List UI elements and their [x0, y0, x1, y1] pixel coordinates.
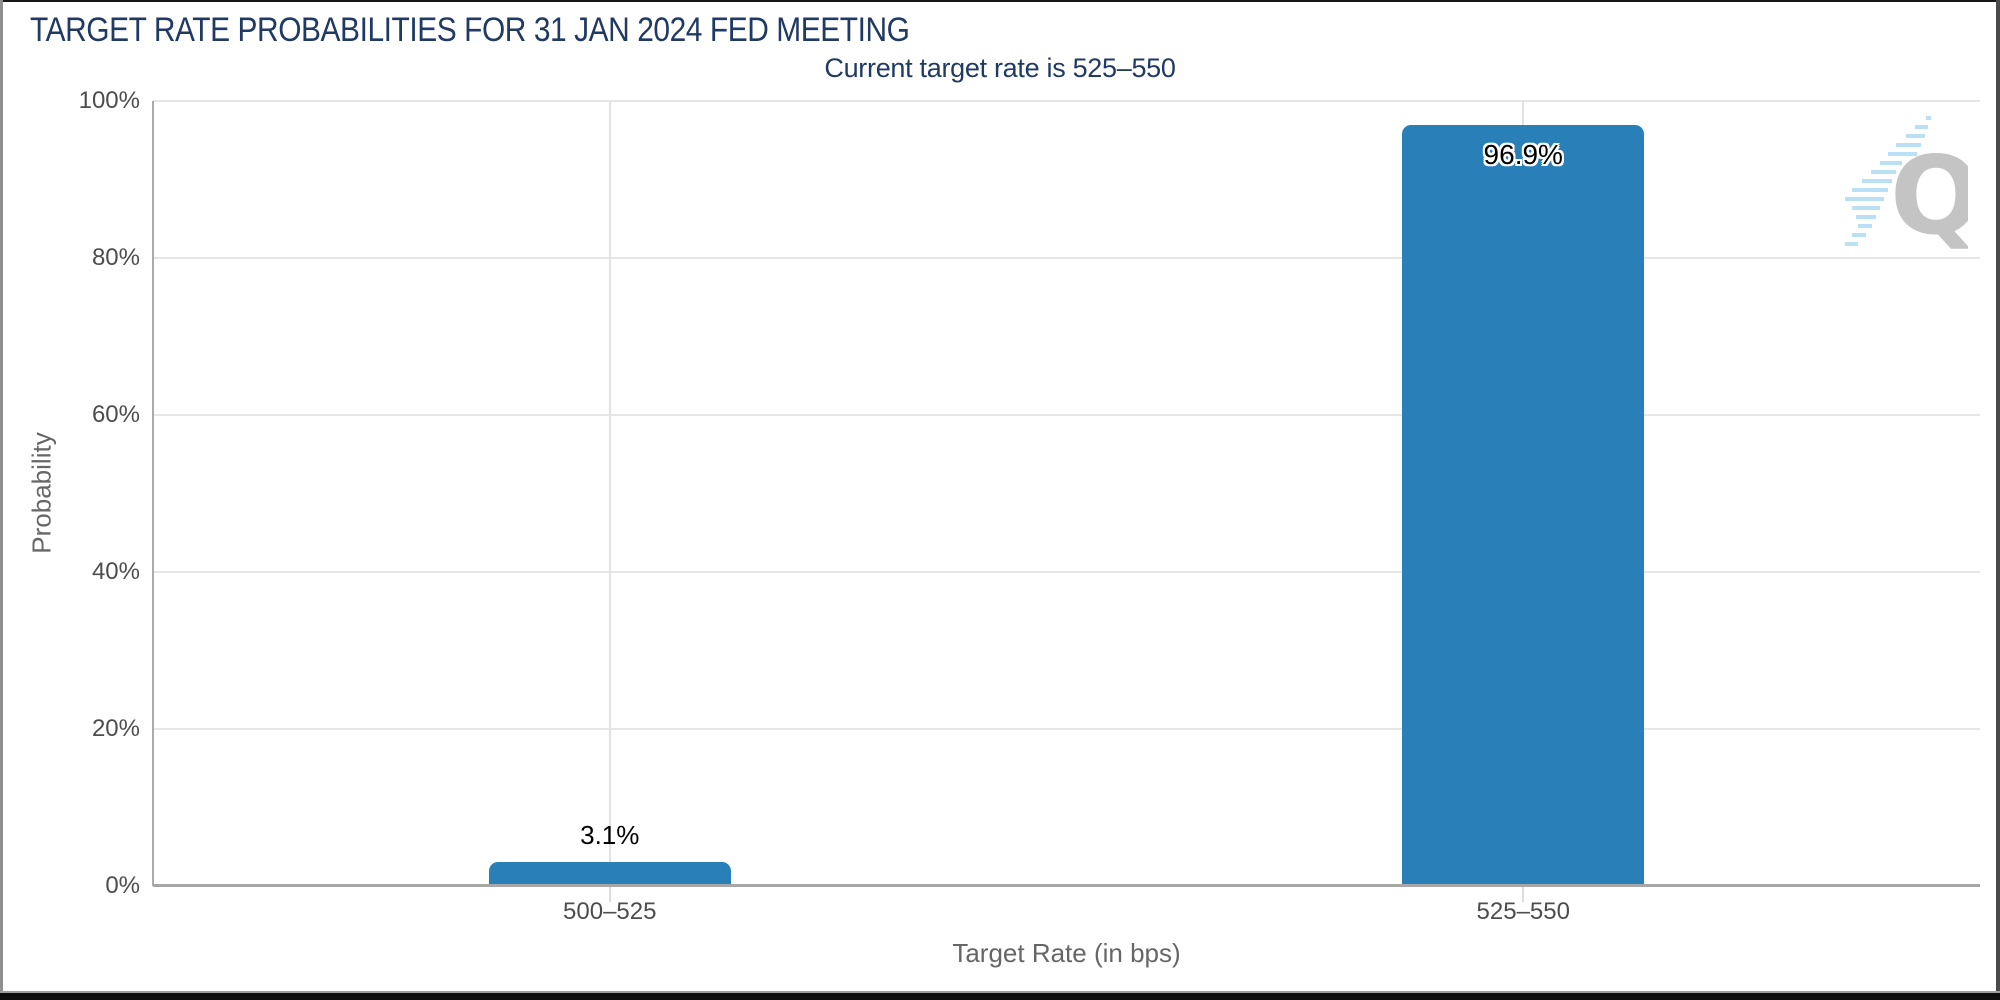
chart-title: TARGET RATE PROBABILITIES FOR 31 JAN 202…: [30, 11, 910, 49]
y-tick-label: 40%: [91, 558, 140, 585]
y-axis-line: [152, 101, 154, 886]
bar-500–525[interactable]: [488, 862, 731, 886]
window-border-bottom: [0, 993, 2000, 1000]
y-tick-label: 60%: [91, 401, 140, 428]
x-gridline: [608, 101, 611, 886]
bar-value-label: 3.1%: [580, 820, 640, 850]
x-axis-title: Target Rate (in bps): [952, 938, 1181, 968]
x-axis-line: [153, 884, 1980, 887]
bar-525–550[interactable]: [1402, 125, 1645, 886]
window-border-bottom-line: [0, 991, 2000, 993]
y-gridline: [153, 257, 1980, 259]
y-tick-label: 100%: [78, 87, 140, 114]
y-gridline: [153, 414, 1980, 416]
y-gridline: [153, 100, 1980, 102]
x-tick-label: 500–525: [563, 898, 657, 925]
x-axis-tick: [1522, 886, 1525, 902]
window-border-top: [0, 0, 2000, 2]
watermark-dashes-icon: [1845, 116, 1931, 246]
window-border-left: [0, 0, 3, 1000]
plot-area: [153, 100, 1980, 886]
y-tick-label: 0%: [105, 872, 140, 899]
y-gridline: [153, 571, 1980, 573]
watermark-logo: Q: [1845, 116, 1968, 252]
y-axis-title: Probability: [26, 432, 57, 554]
watermark-q-icon: Q: [1890, 134, 1968, 252]
x-axis-tick: [608, 886, 611, 902]
x-tick-label: 525–550: [1476, 898, 1570, 925]
window-border-right: [1996, 0, 2000, 1000]
y-tick-label: 80%: [91, 244, 140, 271]
chart-subtitle: Current target rate is 525–550: [824, 53, 1176, 83]
bar-value-label: 96.9%: [1483, 139, 1563, 170]
y-gridline: [153, 728, 1980, 730]
y-tick-label: 20%: [91, 715, 140, 742]
